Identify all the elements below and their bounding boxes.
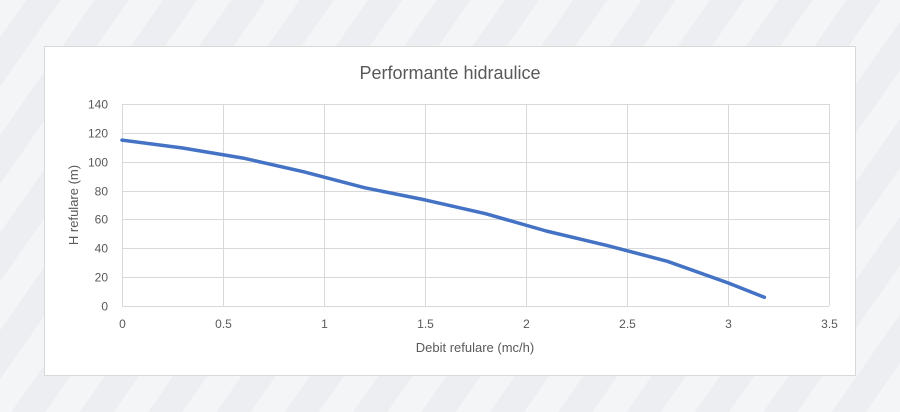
y-axis-title: H refulare (m) (66, 165, 81, 245)
x-tick-label: 0.5 (215, 317, 232, 331)
y-tick-label: 140 (88, 98, 108, 112)
y-tick-label: 100 (88, 156, 108, 170)
x-tick-label: 2.5 (619, 317, 636, 331)
y-tick-label: 0 (101, 300, 108, 314)
x-tick-label: 2 (523, 317, 530, 331)
x-tick-labels: 0 0.5 1 1.5 2 2.5 3 3.5 (119, 317, 838, 331)
x-tick-label: 1.5 (417, 317, 434, 331)
series-line (120, 138, 767, 300)
x-axis-title: Debit refulare (mc/h) (416, 340, 534, 355)
chart-title: Performante hidraulice (359, 63, 540, 83)
x-tick-label: 0 (119, 317, 126, 331)
y-tick-labels: 0 20 40 60 80 100 120 140 (88, 98, 108, 314)
y-tick-label: 40 (95, 242, 109, 256)
y-tick-label: 80 (95, 185, 109, 199)
series-layer (120, 138, 767, 300)
x-tick-label: 1 (321, 317, 328, 331)
chart-card (44, 46, 856, 376)
y-tick-label: 60 (95, 213, 109, 227)
y-tick-label: 120 (88, 127, 108, 141)
y-tick-label: 20 (95, 271, 109, 285)
x-tick-label: 3.5 (821, 317, 838, 331)
x-tick-label: 3 (725, 317, 732, 331)
grid-layer (122, 104, 830, 307)
